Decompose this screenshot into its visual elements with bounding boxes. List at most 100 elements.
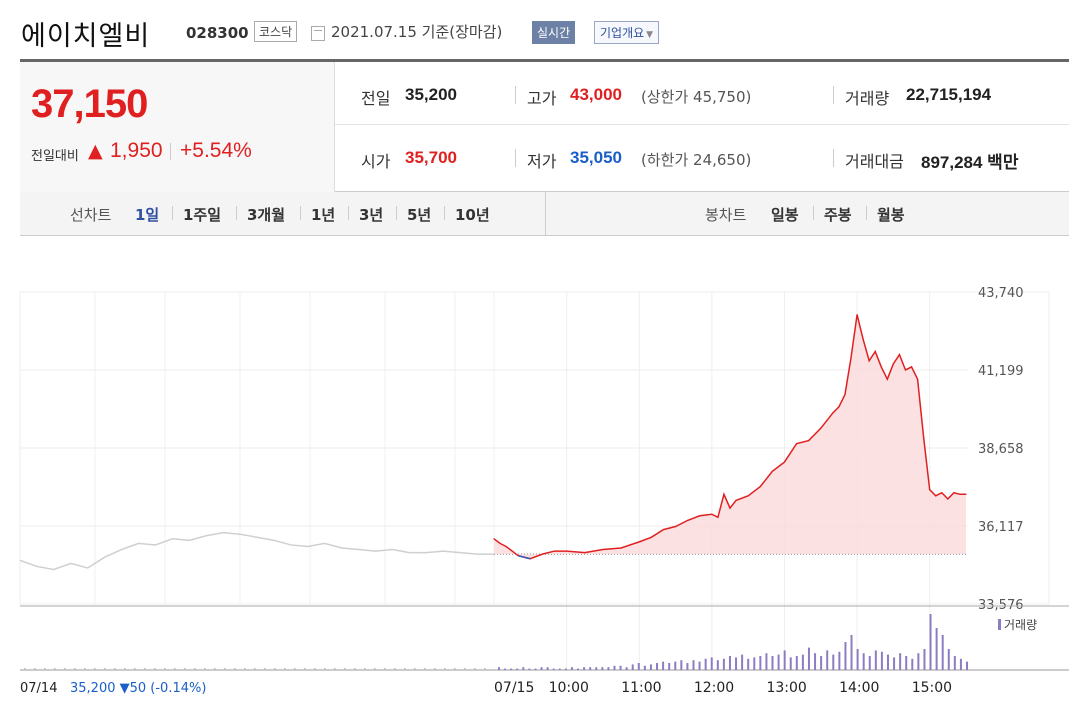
price-point (838, 406, 840, 408)
realtime-button[interactable]: 실시간 (532, 21, 576, 44)
prev-volume-bar (64, 668, 66, 670)
price-point (620, 547, 622, 549)
y-tick-label: 43,740 (978, 286, 1024, 301)
volume-bar (838, 651, 841, 670)
price-point (898, 354, 901, 356)
volume-bar (893, 657, 896, 670)
divider (545, 192, 546, 236)
period-10y[interactable]: 10년 (455, 206, 490, 224)
prev-volume-bar (224, 668, 226, 670)
volume-bar (777, 654, 780, 670)
price-summary (20, 59, 1069, 192)
stock-name: 에이치엘비 (21, 21, 151, 52)
market-badge: 코스닥 (254, 21, 298, 42)
volume-bar (704, 658, 707, 670)
high-value: 43,000 (570, 85, 622, 104)
prev-volume-bar (254, 668, 256, 670)
candle-daily[interactable]: 일봉 (771, 206, 799, 224)
prev-volume-bar (314, 668, 316, 670)
volume-legend-label: 거래량 (1004, 618, 1037, 632)
price-line (493, 314, 966, 560)
volume-bar (844, 642, 847, 670)
period-1d[interactable]: 1일 (135, 206, 160, 224)
x-tick-label: 10:00 (549, 680, 589, 696)
volume-bar (741, 654, 744, 670)
open-label: 시가 (361, 152, 391, 171)
price-point (541, 553, 544, 555)
upper-limit: (상한가 45,750) (641, 88, 752, 106)
volume-bar (923, 649, 926, 670)
up-triangle-icon: ▲ (88, 140, 103, 162)
prev-volume-bar (144, 668, 146, 670)
price-point (783, 461, 786, 463)
line-chart-label: 선차트 (70, 206, 112, 224)
volume-bar (807, 647, 810, 670)
volume-bar (917, 653, 920, 670)
prev-volume-bar (44, 668, 46, 670)
prev-volume-bar (364, 668, 366, 670)
low-label: 저가 (527, 152, 557, 171)
price-point (711, 513, 713, 515)
y-tick-label: 38,658 (978, 442, 1024, 457)
prev-day-close: 35,200 ▼50 (-0.14%) (70, 681, 206, 696)
price-point (723, 493, 725, 495)
prev-volume-bar (54, 668, 56, 670)
price-point (638, 541, 640, 543)
price-point (662, 528, 665, 531)
y-tick-label: 41,199 (978, 364, 1024, 379)
volume-bar (649, 664, 652, 670)
period-1y[interactable]: 1년 (311, 206, 336, 224)
candle-weekly[interactable]: 주봉 (824, 206, 852, 224)
period-1w[interactable]: 1주일 (183, 206, 222, 224)
price-point (874, 350, 876, 353)
period-5y[interactable]: 5년 (407, 206, 432, 224)
volume-label: 거래량 (845, 89, 890, 108)
volume-bar (850, 635, 853, 670)
low-value: 35,050 (570, 148, 622, 167)
price-point (771, 470, 773, 472)
price-point (735, 499, 737, 502)
volume-bar (540, 667, 543, 670)
prev-volume-bar (474, 668, 476, 670)
volume-bar (966, 661, 968, 670)
price-point (747, 495, 749, 497)
candle-monthly[interactable]: 월봉 (877, 206, 905, 224)
x-tick-label: 12:00 (694, 680, 734, 696)
price-point (699, 515, 701, 517)
volume-bar (589, 667, 592, 670)
prev-volume-bar (324, 668, 326, 670)
prev-volume-bar (24, 668, 26, 670)
volume-bar (771, 656, 774, 670)
volume-bar (498, 667, 500, 670)
prev-close-value: 35,200 (405, 85, 457, 104)
volume-bar (698, 661, 701, 670)
volume-bar (564, 668, 567, 670)
volume-bar (814, 653, 817, 670)
price-point (965, 493, 967, 495)
volume-bar (801, 654, 804, 670)
x-tick-label: 11:00 (621, 680, 661, 696)
prev-volume-bar (444, 668, 446, 670)
period-3y[interactable]: 3년 (359, 206, 384, 224)
price-point (844, 393, 846, 396)
change-value: 1,950 (110, 139, 163, 162)
volume-bar (826, 650, 829, 670)
price-point (602, 548, 604, 551)
prev-volume-bar (214, 668, 216, 670)
open-value: 35,700 (405, 148, 457, 167)
price-point (499, 542, 501, 545)
volume-bar (899, 653, 902, 670)
company-overview-button[interactable]: 기업개요 ▼ (594, 21, 660, 44)
price-area (494, 314, 966, 559)
price-point (650, 536, 652, 538)
prev-volume-bar (384, 668, 386, 670)
price-point (566, 550, 568, 552)
price-point (880, 366, 882, 368)
volume-bar (880, 651, 883, 670)
price-point (892, 363, 894, 365)
price-point (923, 436, 925, 439)
volume-bar (516, 668, 519, 670)
volume-bar (783, 650, 786, 670)
period-3m[interactable]: 3개월 (247, 206, 286, 224)
volume-bar (722, 658, 725, 670)
